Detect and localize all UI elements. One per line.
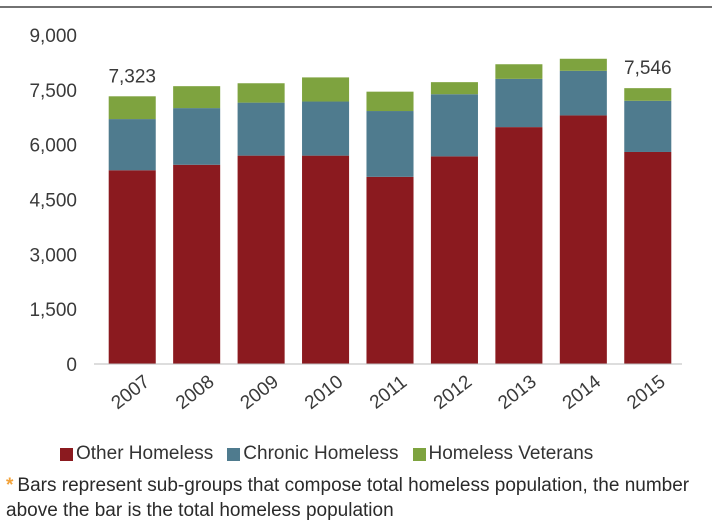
bar-homeless-veterans [173,86,221,109]
legend-label: Chronic Homeless [243,443,399,464]
bar-chronic-homeless [237,102,285,156]
x-tick-label: 2010 [301,371,347,414]
bar-chronic-homeless [430,94,478,157]
y-tick-label: 6,000 [29,136,77,157]
bar-other-homeless [624,151,672,364]
legend-label: Homeless Veterans [428,443,594,464]
legend-swatch [227,447,241,461]
bar-other-homeless [237,155,285,364]
bar-other-homeless [108,170,156,364]
bar-other-homeless [173,164,221,364]
bar-chronic-homeless [495,78,543,128]
footnote-asterisk: * [6,475,14,496]
legend-swatch [60,447,73,461]
bar-other-homeless [495,127,543,365]
bar-homeless-veterans [366,91,414,112]
bar-other-homeless [430,156,478,364]
legend-item: Other Homeless [60,443,213,465]
bar-homeless-veterans [430,82,478,95]
legend-item: Chronic Homeless [227,443,399,465]
x-tick-label: 2008 [172,371,218,414]
x-tick-label: 2014 [559,371,606,414]
y-axis: 0 1,500 3,000 4,500 6,000 7,500 9,000 [29,26,77,376]
bar-chronic-homeless [366,111,414,177]
bar-chronic-homeless [624,100,672,152]
bar-homeless-veterans [559,58,607,71]
data-labels: 7,323 7,546 [108,58,671,87]
x-tick-label: 2012 [430,371,476,414]
bar-homeless-veterans [624,88,672,101]
bar-homeless-veterans [237,83,285,103]
bar-chronic-homeless [559,70,607,116]
legend-swatch [412,447,426,461]
legend-item: Homeless Veterans [412,443,594,465]
y-tick-label: 9,000 [29,26,77,47]
y-tick-label: 1,500 [29,300,77,321]
bar-homeless-veterans [495,64,543,79]
x-tick-label: 2007 [108,371,154,414]
y-tick-label: 3,000 [29,245,77,266]
total-label: 7,323 [108,66,156,87]
y-tick-label: 4,500 [29,191,77,212]
footnote: * Bars represent sub-groups that compose … [6,473,706,523]
bar-chronic-homeless [173,108,221,165]
x-axis: 2007 2008 2009 2010 2011 2012 2013 2014 2015 [108,371,670,414]
total-label: 7,546 [624,58,672,79]
x-tick-label: 2011 [366,372,411,414]
x-tick-label: 2015 [623,371,669,414]
bar-chronic-homeless [108,119,156,171]
bar-other-homeless [366,176,414,364]
footnote-text: Bars represent sub-groups that compose t… [6,475,690,521]
bar-other-homeless [559,115,607,364]
bar-other-homeless [302,155,350,364]
y-tick-label: 7,500 [29,81,77,102]
y-tick-label: 0 [66,355,77,376]
legend-label: Other Homeless [76,443,214,464]
x-tick-label: 2009 [237,371,283,414]
bar-homeless-veterans [108,96,156,120]
bar-homeless-veterans [302,77,350,102]
legend: Other Homeless Chronic Homeless Homeless V… [60,442,607,466]
x-tick-label: 2013 [494,371,540,414]
bars [108,58,672,365]
bar-chronic-homeless [302,101,350,156]
stacked-bar-chart: 0 1,500 3,000 4,500 6,000 7,500 9,000 2007 2008… [0,6,712,414]
